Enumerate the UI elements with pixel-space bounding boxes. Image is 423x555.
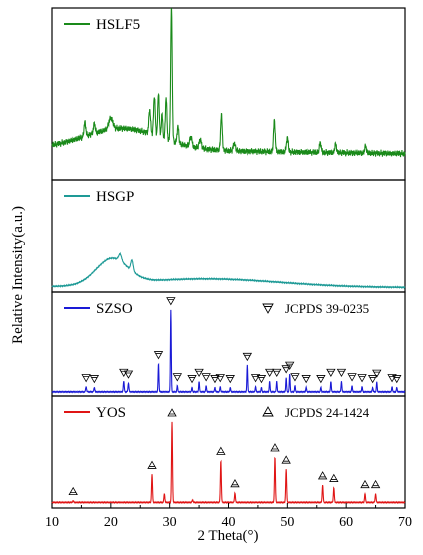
peak-marker-szso-14 <box>250 374 261 383</box>
ref-marker-szso <box>262 303 274 314</box>
legend-label-hslf5: HSLF5 <box>96 17 140 33</box>
peak-marker-szso-26 <box>357 374 367 383</box>
x-tick-label-50: 50 <box>280 515 294 530</box>
legends: HSLF5 HSGP SZSO JCPDS 39-0235 YOS JCPDS 24-14… <box>64 17 370 421</box>
legend-label-hsgp: HSGP <box>96 189 134 205</box>
ref-label-szso: JCPDS 39-0235 <box>285 301 369 316</box>
peak-marker-szso-15 <box>256 375 267 384</box>
x-tick-label-40: 40 <box>222 515 236 530</box>
peak-marker-szso-16 <box>264 368 275 378</box>
peak-marker-szso-18 <box>281 365 291 374</box>
peak-marker-yos-7 <box>317 471 328 480</box>
reference-markers <box>68 297 402 496</box>
peak-marker-szso-13 <box>242 352 253 362</box>
panel-frames <box>51 7 406 509</box>
peak-marker-szso-9 <box>201 373 211 382</box>
peak-marker-szso-21 <box>301 375 311 384</box>
peak-marker-szso-20 <box>290 373 300 382</box>
peak-marker-szso-22 <box>316 375 326 384</box>
peak-marker-szso-10 <box>210 375 220 384</box>
peak-marker-yos-6 <box>281 455 291 464</box>
x-tick-label-30: 30 <box>163 515 177 530</box>
peak-marker-szso-4 <box>153 351 164 360</box>
peak-marker-szso-25 <box>347 373 357 382</box>
peak-marker-szso-0 <box>81 374 91 383</box>
peak-marker-yos-3 <box>216 446 226 455</box>
peak-marker-szso-8 <box>194 368 204 378</box>
curve-szso <box>51 309 406 394</box>
peak-marker-szso-19 <box>284 361 295 370</box>
peak-marker-szso-7 <box>187 375 197 384</box>
peak-marker-szso-23 <box>326 368 336 378</box>
x-tick-label-20: 20 <box>104 515 118 530</box>
peak-marker-yos-8 <box>329 473 339 482</box>
x-tick-label-60: 60 <box>339 515 353 530</box>
y-axis-label: Relative Intensity(a.u.) <box>10 206 26 344</box>
peak-marker-szso-1 <box>89 375 100 384</box>
peak-marker-yos-2 <box>167 408 177 417</box>
peak-marker-szso-24 <box>336 368 347 378</box>
peak-marker-szso-17 <box>272 368 282 378</box>
legend-label-szso: SZSO <box>96 301 133 317</box>
curve-hsgp <box>51 251 406 290</box>
x-tick-label-70: 70 <box>398 515 412 530</box>
peak-marker-yos-10 <box>370 479 381 489</box>
peak-marker-szso-5 <box>166 297 176 306</box>
ref-label-yos: JCPDS 24-1424 <box>285 405 370 420</box>
x-axis: 10 20 30 40 50 60 70 <box>45 503 412 530</box>
peak-marker-yos-9 <box>360 479 370 489</box>
peak-marker-szso-6 <box>172 373 183 382</box>
peak-marker-szso-12 <box>225 375 235 384</box>
peak-marker-yos-4 <box>230 478 240 488</box>
peak-marker-szso-11 <box>215 374 225 383</box>
x-axis-label: 2 Theta(°) <box>197 528 258 544</box>
peak-marker-yos-1 <box>147 460 157 469</box>
peak-marker-yos-5 <box>270 443 280 452</box>
spectra-curves <box>51 7 406 505</box>
peak-marker-szso-28 <box>372 369 382 378</box>
legend-label-yos: YOS <box>96 405 126 421</box>
x-tick-label-10: 10 <box>45 515 59 530</box>
peak-marker-szso-3 <box>123 370 134 379</box>
peak-marker-szso-30 <box>392 375 402 384</box>
ref-marker-yos <box>262 406 274 417</box>
curve-hslf5 <box>51 7 406 158</box>
peak-marker-yos-0 <box>68 486 78 496</box>
peak-marker-szso-27 <box>367 375 378 384</box>
curve-yos <box>51 421 406 505</box>
